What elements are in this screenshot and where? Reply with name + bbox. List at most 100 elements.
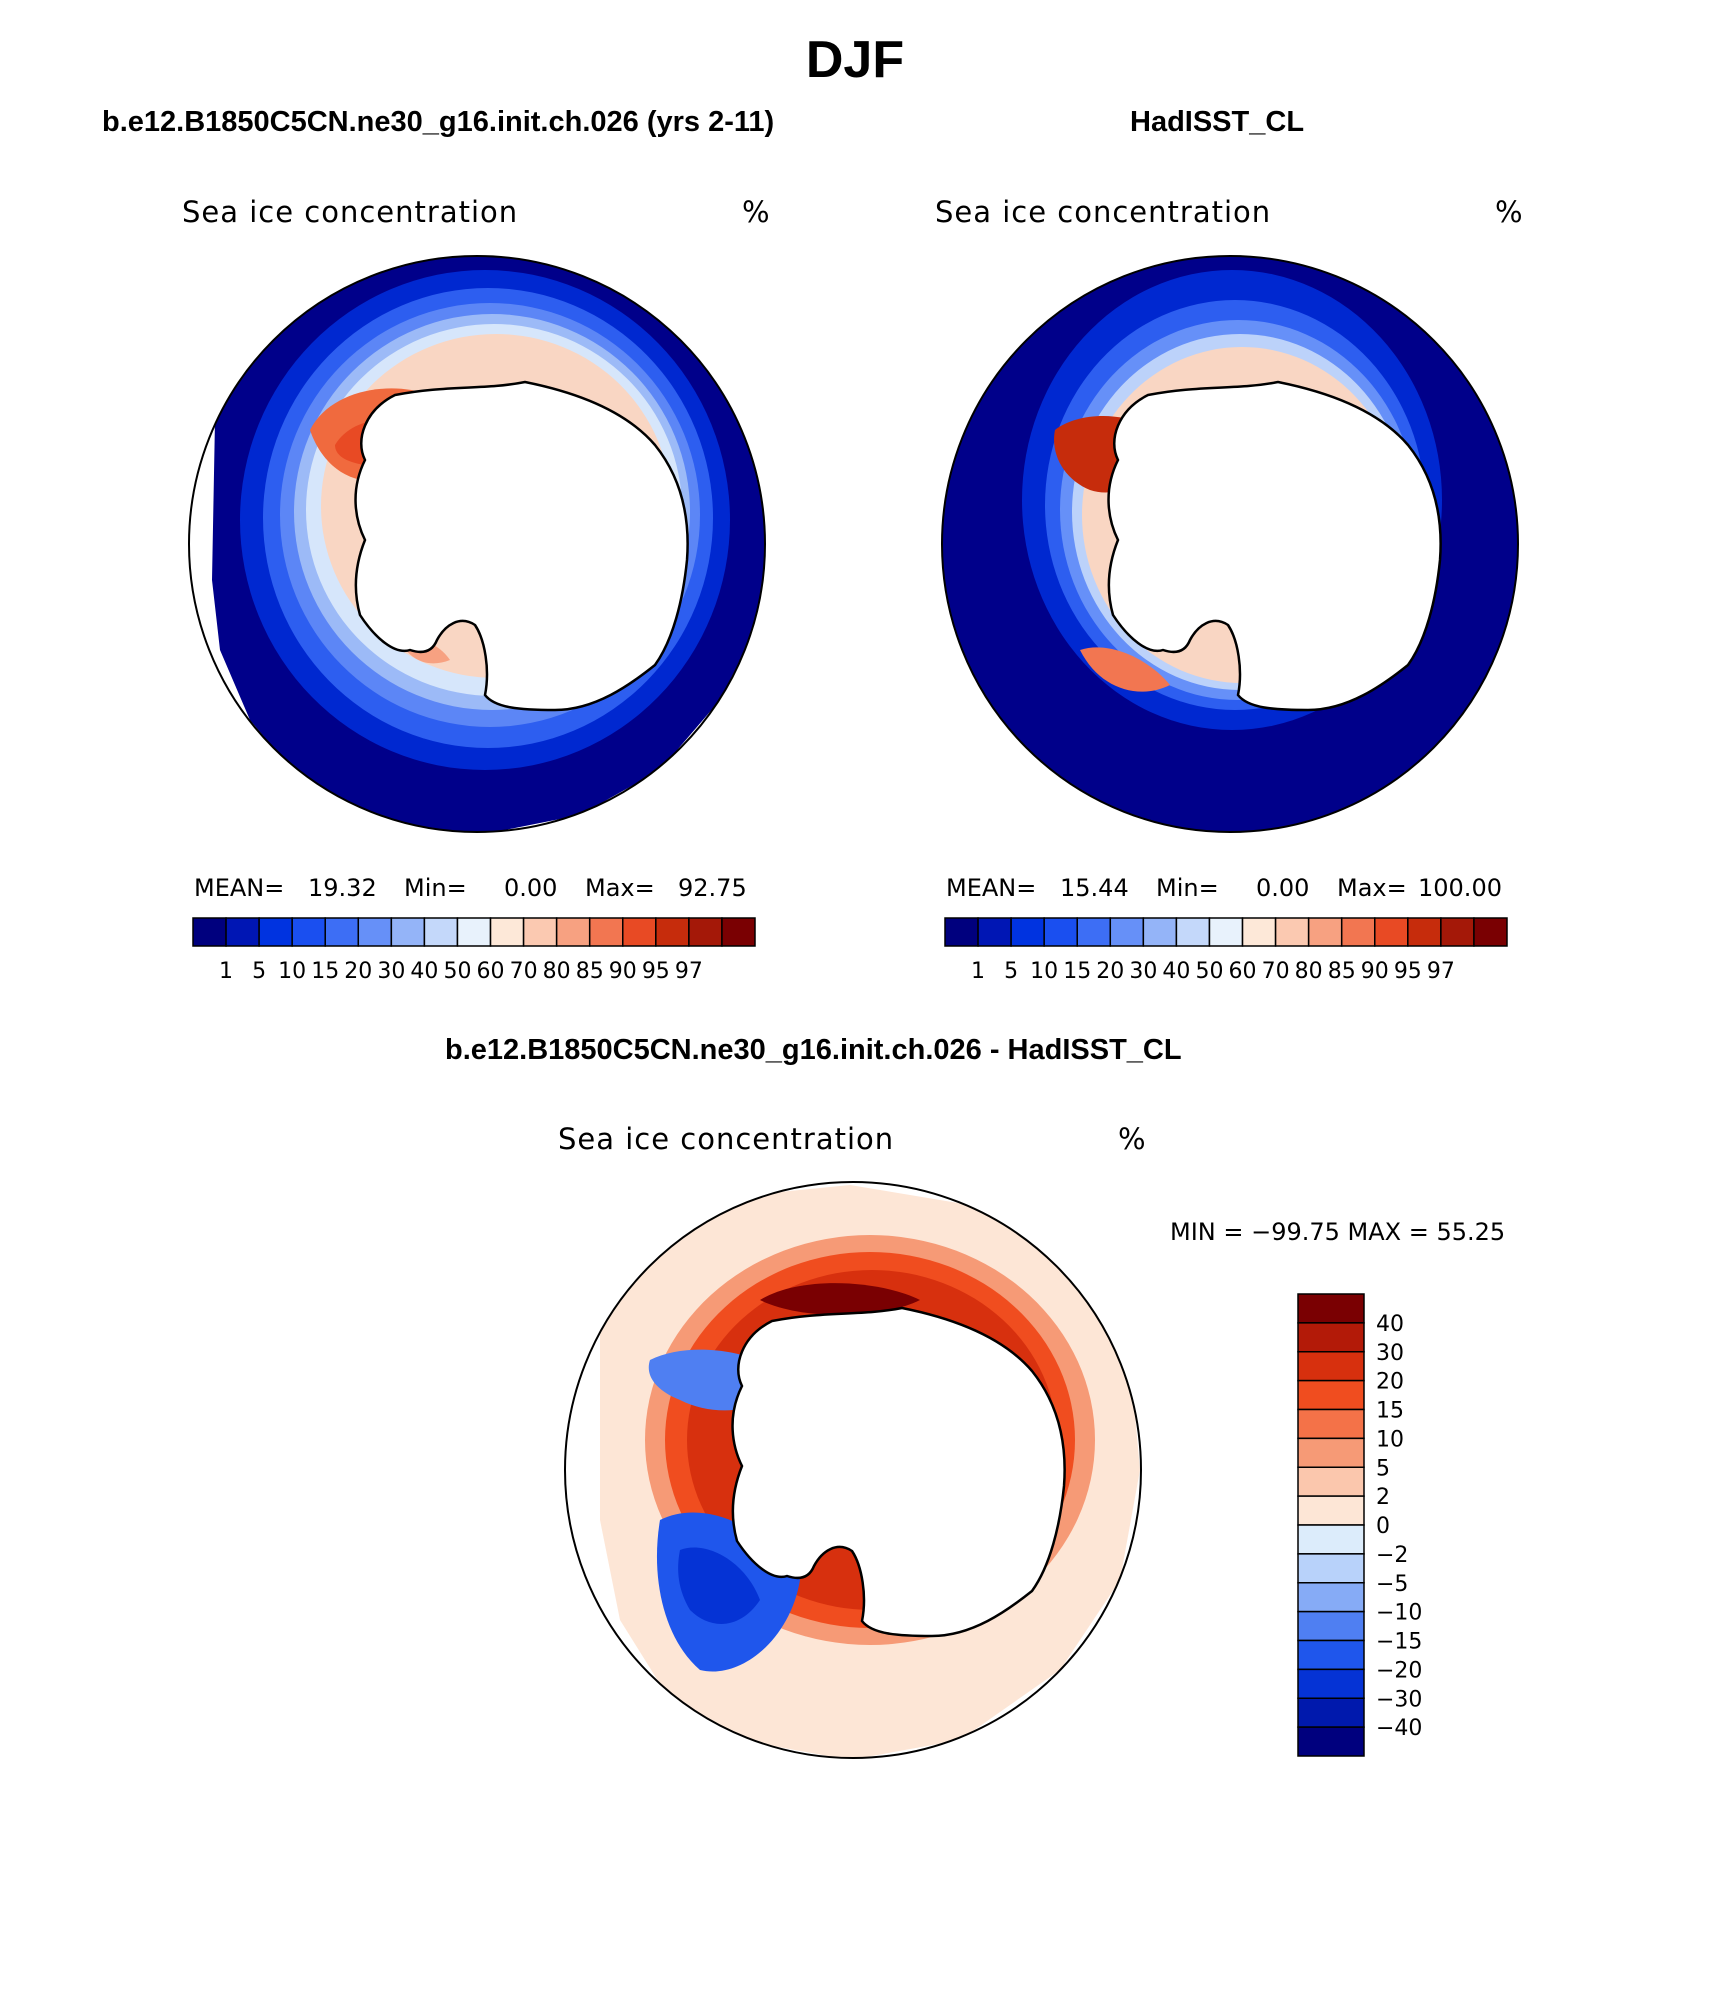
obs-colorbar-tick-label: 40 [1162, 959, 1190, 984]
obs-units-label: % [1495, 195, 1524, 229]
obs-colorbar-swatch [944, 917, 979, 947]
obs-colorbar-tick-label: 15 [1063, 959, 1091, 984]
model-colorbar-swatch [489, 917, 525, 947]
obs-max-label: Max= [1337, 874, 1407, 902]
difference-colorbar-swatch [1297, 1553, 1365, 1584]
obs-colorbar-swatch [1109, 917, 1145, 947]
obs-colorbar-swatch [977, 917, 1012, 947]
model-colorbar-tick-label: 15 [311, 959, 339, 984]
difference-colorbar-swatch [1297, 1437, 1365, 1468]
obs-colorbar-tick-label: 97 [1427, 959, 1455, 984]
obs-min-label: Min= [1156, 874, 1219, 902]
difference-colorbar-swatch [1297, 1322, 1365, 1353]
difference-colorbar-tick-label: 0 [1376, 1514, 1390, 1539]
obs-colorbar-swatch [1175, 917, 1211, 947]
model-colorbar-tick-label: 40 [410, 959, 438, 984]
difference-colorbar-swatch [1297, 1524, 1365, 1555]
model-colorbar: 1 5 10 15 20 30 40 50 60 70 80 85 90 95 97 [192, 917, 756, 984]
difference-colorbar-tick-label: −10 [1376, 1601, 1422, 1626]
difference-colorbar-swatch [1297, 1582, 1365, 1613]
difference-colorbar-swatch [1297, 1379, 1365, 1411]
model-colorbar-swatch [588, 917, 624, 947]
model-colorbar-tick-label: 90 [609, 959, 637, 984]
difference-colorbar-swatch [1297, 1726, 1365, 1757]
model-colorbar-swatch [622, 917, 657, 947]
obs-colorbar-swatch [1473, 917, 1508, 947]
difference-colorbar-swatch [1297, 1293, 1365, 1324]
obs-colorbar-swatch [1340, 917, 1376, 947]
difference-colorbar-tick-label: −20 [1376, 1658, 1422, 1683]
obs-colorbar-swatch [1407, 917, 1442, 947]
model-colorbar-swatch [390, 917, 426, 947]
diff-field-label: Sea ice concentration [558, 1122, 895, 1156]
model-min-label: Min= [404, 874, 467, 902]
model-colorbar-swatch [522, 917, 558, 947]
model-colorbar-swatch [258, 917, 293, 947]
obs-colorbar-tick-label: 95 [1394, 959, 1422, 984]
season-title: DJF [805, 31, 905, 89]
difference-colorbar-swatch [1297, 1495, 1365, 1526]
model-max-value: 92.75 [678, 874, 747, 902]
difference-colorbar-swatch [1297, 1466, 1365, 1497]
difference-colorbar-tick-label: −30 [1376, 1687, 1422, 1712]
obs-mean-value: 15.44 [1060, 874, 1129, 902]
model-colorbar-tick-label: 95 [642, 959, 670, 984]
model-colorbar-swatch [555, 917, 591, 947]
model-colorbar-tick-label: 60 [477, 959, 505, 984]
obs-colorbar-tick-label: 60 [1229, 959, 1257, 984]
difference-colorbar-tick-label: −5 [1376, 1572, 1408, 1597]
difference-colorbar-swatch [1297, 1408, 1365, 1440]
model-colorbar-swatch [192, 917, 227, 947]
difference-colorbar-swatch [1297, 1351, 1365, 1382]
obs-colorbar-swatch [1241, 917, 1277, 947]
model-field-label: Sea ice concentration [182, 195, 519, 229]
difference-colorbar-tick-label: 20 [1376, 1370, 1404, 1395]
model-mean-label: MEAN= [194, 874, 285, 902]
obs-colorbar-tick-label: 80 [1295, 959, 1323, 984]
model-colorbar-swatch [456, 917, 492, 947]
model-sea-ice-map [188, 255, 766, 833]
obs-colorbar-swatch [1010, 917, 1045, 947]
obs-colorbar-tick-label: 30 [1129, 959, 1157, 984]
model-colorbar-swatch [357, 917, 393, 947]
obs-colorbar-swatch [1307, 917, 1343, 947]
model-colorbar-tick-label: 97 [675, 959, 703, 984]
model-colorbar-tick-label: 20 [344, 959, 372, 984]
obs-colorbar-tick-label: 5 [1004, 959, 1018, 984]
difference-title: b.e12.B1850C5CN.ne30_g16.init.ch.026 - H… [445, 1034, 1182, 1066]
difference-colorbar-tick-label: 30 [1376, 1341, 1404, 1366]
difference-colorbar-tick-label: 40 [1376, 1312, 1404, 1337]
obs-colorbar-tick-label: 10 [1030, 959, 1058, 984]
difference-map [564, 1181, 1142, 1759]
obs-colorbar-tick-label: 20 [1096, 959, 1124, 984]
obs-colorbar-swatch [1440, 917, 1475, 947]
difference-colorbar-tick-label: −2 [1376, 1543, 1408, 1568]
difference-colorbar-tick-label: 5 [1376, 1456, 1390, 1481]
obs-max-value: 100.00 [1418, 874, 1502, 902]
obs-colorbar-swatch [1208, 917, 1244, 947]
model-colorbar-swatch [721, 917, 756, 947]
difference-colorbar-swatch [1297, 1668, 1365, 1699]
model-colorbar-tick-label: 5 [252, 959, 266, 984]
obs-field-label: Sea ice concentration [935, 195, 1272, 229]
model-units-label: % [742, 195, 771, 229]
diff-min-max-text: MIN = −99.75 MAX = 55.25 [1170, 1218, 1506, 1246]
model-colorbar-swatch [291, 917, 326, 947]
obs-colorbar-tick-label: 1 [971, 959, 985, 984]
difference-colorbar-tick-label: 2 [1376, 1485, 1390, 1510]
difference-colorbar-swatch [1297, 1610, 1365, 1642]
model-colorbar-swatch [655, 917, 690, 947]
model-case-title: b.e12.B1850C5CN.ne30_g16.init.ch.026 (yr… [102, 106, 775, 138]
model-mean-value: 19.32 [308, 874, 377, 902]
difference-colorbar-tick-label: 15 [1376, 1399, 1404, 1424]
difference-colorbar-swatch [1297, 1697, 1365, 1728]
obs-colorbar-swatch [1076, 917, 1112, 947]
difference-colorbar-swatch [1297, 1639, 1365, 1671]
model-max-label: Max= [585, 874, 655, 902]
obs-colorbar-tick-label: 50 [1195, 959, 1223, 984]
obs-min-value: 0.00 [1256, 874, 1310, 902]
obs-colorbar-swatch [1142, 917, 1178, 947]
model-colorbar-swatch [225, 917, 260, 947]
